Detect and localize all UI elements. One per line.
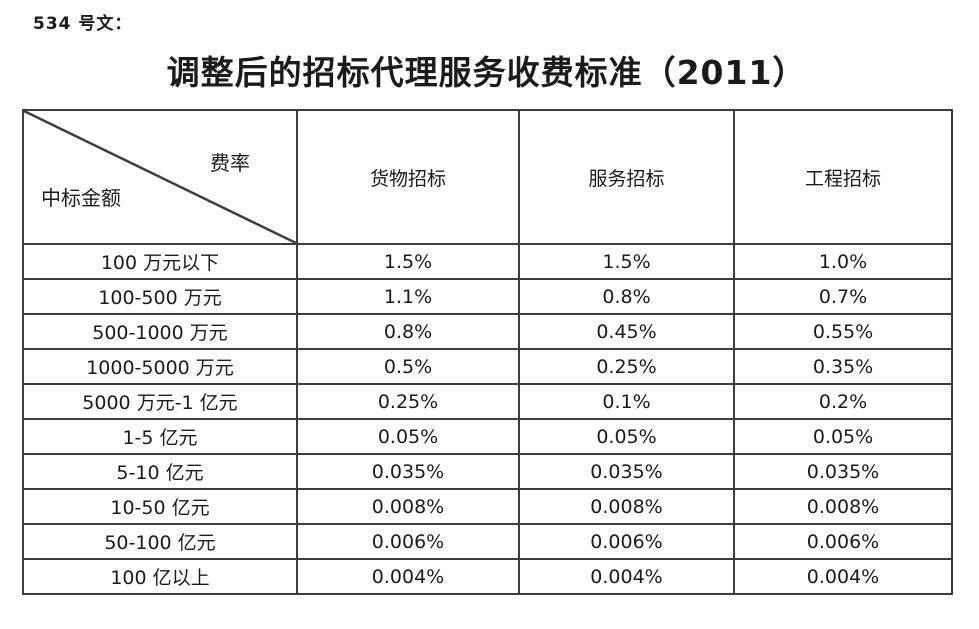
table-row: 100 万元以下 1.5% 1.5% 1.0% <box>22 243 953 280</box>
doc-number-label: 534 号文： <box>33 14 133 34</box>
rate-cell-goods: 1.1% <box>296 278 520 315</box>
table-row: 100 亿以上 0.004% 0.004% 0.004% <box>22 558 953 595</box>
rate-cell-goods: 1.5% <box>296 243 520 280</box>
table-row: 10-50 亿元 0.008% 0.008% 0.008% <box>22 488 953 525</box>
row-label-cell: 5000 万元-1 亿元 <box>22 383 298 420</box>
header-row: 费率 中标金额 货物招标 服务招标 工程招标 <box>22 109 953 245</box>
row-label-cell: 500-1000 万元 <box>22 313 298 350</box>
row-label-cell: 100 万元以下 <box>22 243 298 280</box>
corner-rate-label: 费率 <box>210 151 250 175</box>
table-row: 1-5 亿元 0.05% 0.05% 0.05% <box>22 418 953 455</box>
rate-cell-services: 0.8% <box>518 278 735 315</box>
table-header: 费率 中标金额 货物招标 服务招标 工程招标 <box>22 109 953 245</box>
table-row: 500-1000 万元 0.8% 0.45% 0.55% <box>22 313 953 350</box>
row-label-cell: 100 亿以上 <box>22 558 298 595</box>
rate-cell-goods: 0.004% <box>296 558 520 595</box>
column-header-services: 服务招标 <box>518 109 735 245</box>
corner-header-cell: 费率 中标金额 <box>22 109 298 245</box>
table-row: 50-100 亿元 0.006% 0.006% 0.006% <box>22 523 953 560</box>
row-label-cell: 10-50 亿元 <box>22 488 298 525</box>
rate-cell-services: 0.035% <box>518 453 735 490</box>
rate-cell-engineering: 0.004% <box>733 558 953 595</box>
row-label-cell: 1-5 亿元 <box>22 418 298 455</box>
rate-cell-goods: 0.035% <box>296 453 520 490</box>
rate-cell-engineering: 1.0% <box>733 243 953 280</box>
rate-cell-goods: 0.25% <box>296 383 520 420</box>
rate-cell-services: 0.25% <box>518 348 735 385</box>
table-row: 5-10 亿元 0.035% 0.035% 0.035% <box>22 453 953 490</box>
rate-cell-goods: 0.05% <box>296 418 520 455</box>
diagonal-divider-line <box>24 111 296 243</box>
rate-cell-goods: 0.008% <box>296 488 520 525</box>
rate-cell-engineering: 0.035% <box>733 453 953 490</box>
rate-cell-services: 0.45% <box>518 313 735 350</box>
rate-cell-services: 0.008% <box>518 488 735 525</box>
rate-cell-engineering: 0.55% <box>733 313 953 350</box>
rate-cell-goods: 0.006% <box>296 523 520 560</box>
fee-rate-table: 费率 中标金额 货物招标 服务招标 工程招标 100 万元以下 1.5% 1.5… <box>22 109 953 595</box>
corner-amount-label: 中标金额 <box>41 186 121 210</box>
row-label-cell: 100-500 万元 <box>22 278 298 315</box>
rate-cell-services: 0.006% <box>518 523 735 560</box>
rate-cell-engineering: 0.7% <box>733 278 953 315</box>
page-title: 调整后的招标代理服务收费标准（2011） <box>166 53 807 92</box>
rate-cell-engineering: 0.006% <box>733 523 953 560</box>
column-header-engineering: 工程招标 <box>733 109 953 245</box>
table-row: 100-500 万元 1.1% 0.8% 0.7% <box>22 278 953 315</box>
rate-cell-engineering: 0.05% <box>733 418 953 455</box>
row-label-cell: 5-10 亿元 <box>22 453 298 490</box>
row-label-cell: 50-100 亿元 <box>22 523 298 560</box>
rate-cell-engineering: 0.008% <box>733 488 953 525</box>
rate-cell-goods: 0.8% <box>296 313 520 350</box>
table-body: 100 万元以下 1.5% 1.5% 1.0% 100-500 万元 1.1% … <box>22 243 953 595</box>
column-header-goods: 货物招标 <box>296 109 520 245</box>
rate-cell-engineering: 0.2% <box>733 383 953 420</box>
table-row: 5000 万元-1 亿元 0.25% 0.1% 0.2% <box>22 383 953 420</box>
rate-cell-services: 0.05% <box>518 418 735 455</box>
rate-cell-services: 0.004% <box>518 558 735 595</box>
rate-cell-services: 0.1% <box>518 383 735 420</box>
rate-cell-services: 1.5% <box>518 243 735 280</box>
rate-cell-engineering: 0.35% <box>733 348 953 385</box>
table-row: 1000-5000 万元 0.5% 0.25% 0.35% <box>22 348 953 385</box>
rate-cell-goods: 0.5% <box>296 348 520 385</box>
row-label-cell: 1000-5000 万元 <box>22 348 298 385</box>
